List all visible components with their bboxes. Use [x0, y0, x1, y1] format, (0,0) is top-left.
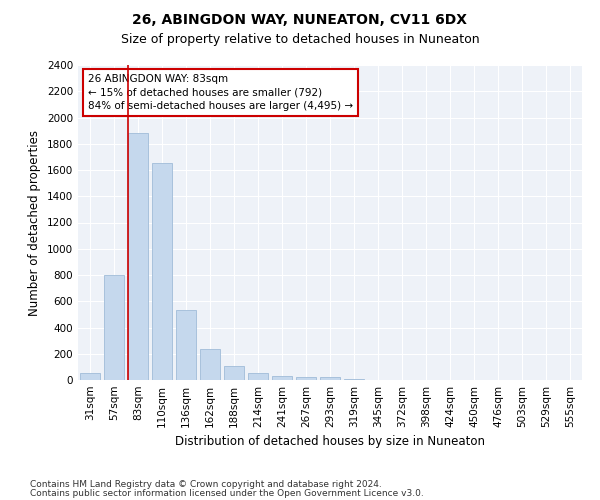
Bar [248, 374, 268, 380]
Bar [128, 133, 148, 380]
Bar [272, 376, 292, 380]
X-axis label: Distribution of detached houses by size in Nuneaton: Distribution of detached houses by size … [175, 436, 485, 448]
Bar [224, 366, 244, 380]
Text: Size of property relative to detached houses in Nuneaton: Size of property relative to detached ho… [121, 32, 479, 46]
Bar [104, 275, 124, 380]
Text: 26, ABINGDON WAY, NUNEATON, CV11 6DX: 26, ABINGDON WAY, NUNEATON, CV11 6DX [133, 12, 467, 26]
Bar [176, 310, 196, 380]
Bar [200, 348, 220, 380]
Bar [320, 378, 340, 380]
Text: Contains public sector information licensed under the Open Government Licence v3: Contains public sector information licen… [30, 488, 424, 498]
Text: Contains HM Land Registry data © Crown copyright and database right 2024.: Contains HM Land Registry data © Crown c… [30, 480, 382, 489]
Text: 26 ABINGDON WAY: 83sqm
← 15% of detached houses are smaller (792)
84% of semi-de: 26 ABINGDON WAY: 83sqm ← 15% of detached… [88, 74, 353, 111]
Y-axis label: Number of detached properties: Number of detached properties [28, 130, 41, 316]
Bar [152, 164, 172, 380]
Bar [80, 374, 100, 380]
Bar [296, 378, 316, 380]
